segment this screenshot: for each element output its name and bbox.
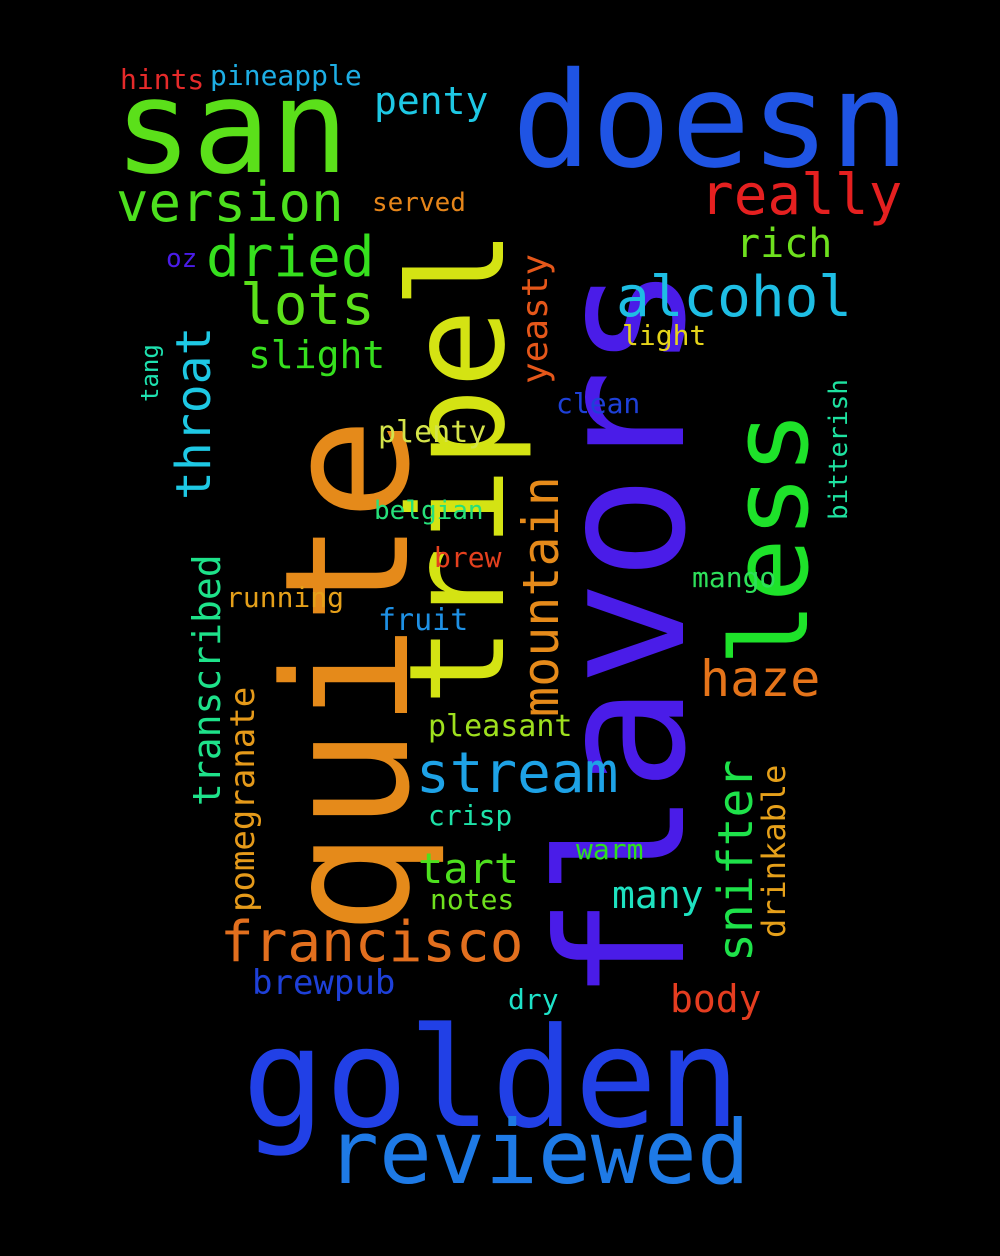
word-drinkable: drinkable [755, 764, 793, 938]
word-many: many [612, 873, 704, 917]
word-haze: haze [700, 650, 821, 708]
word-belgian: belgian [374, 496, 484, 526]
word-oz: oz [166, 244, 198, 274]
word-crisp: crisp [428, 799, 513, 832]
word-reviewed: reviewed [326, 1101, 750, 1204]
word-brewpub: brewpub [252, 963, 396, 1003]
word-dried: dried [206, 225, 375, 290]
word-lots: lots [240, 273, 375, 338]
word-pineapple: pineapple [210, 59, 362, 92]
word-version: version [116, 171, 344, 234]
word-fruit: fruit [378, 603, 469, 638]
word-mango: mango [692, 561, 777, 594]
word-san: san [114, 51, 349, 203]
word-body: body [670, 977, 762, 1021]
word-hints: hints [120, 63, 205, 96]
word-penty: penty [374, 79, 489, 123]
word-snifter: snifter [708, 759, 764, 962]
word-tart: tart [418, 844, 520, 893]
word-really: really [700, 163, 903, 228]
word-mountain: mountain [512, 476, 570, 717]
word-stream: stream [416, 741, 619, 806]
word-notes: notes [430, 883, 515, 916]
word-pomegranate: pomegranate [223, 686, 263, 912]
word-francisco: francisco [220, 910, 524, 975]
word-bitterish: bitterish [824, 379, 854, 520]
word-yeasty: yeasty [515, 253, 556, 384]
word-warm: warm [576, 833, 644, 866]
word-golden: golden [242, 998, 741, 1159]
word-alcohol: alcohol [616, 265, 853, 330]
word-plenty: plenty [378, 415, 487, 450]
word-pleasant: pleasant [428, 709, 573, 744]
word-tang: tang [136, 344, 164, 402]
word-doesn: doesn [512, 44, 910, 198]
word-slight: slight [248, 333, 386, 377]
word-rich: rich [736, 221, 833, 267]
word-transcribed: transcribed [185, 554, 229, 806]
word-light: light [622, 319, 707, 352]
word-running: running [226, 581, 345, 614]
word-clean: clean [556, 387, 641, 420]
word-served: served [372, 188, 466, 218]
word-throat: throat [166, 326, 222, 500]
word-dry: dry [508, 983, 559, 1016]
word-less: less [709, 410, 832, 666]
word-brew: brew [434, 541, 502, 574]
